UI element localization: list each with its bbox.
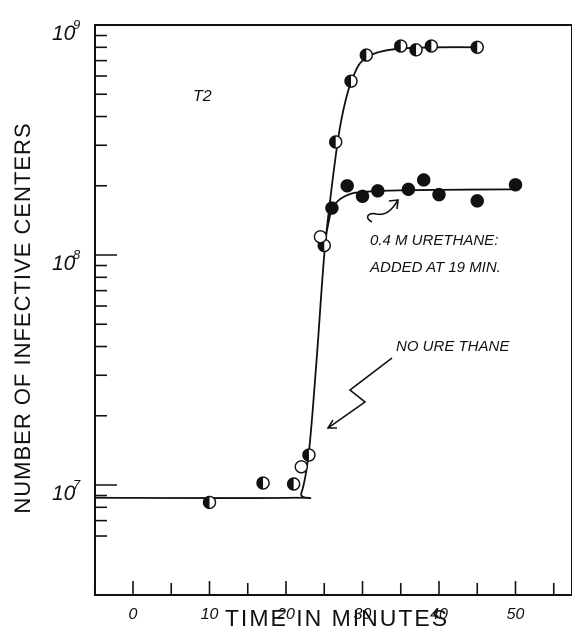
point-filled	[470, 194, 484, 208]
annotation-no-urethane-arrow	[326, 357, 393, 429]
annotation-urethane-line-2: ADDED AT 19 MIN.	[369, 259, 501, 276]
point-filled	[432, 187, 446, 202]
y-tick-label-1e9: 10 9	[52, 17, 80, 45]
y-tick-label-exponent: 8	[73, 247, 81, 262]
y-tick-label-1e7: 10 7	[52, 477, 81, 505]
point-half-filled	[344, 74, 358, 88]
y-axis-ticks	[95, 34, 117, 537]
x-tick-label: 50	[507, 606, 525, 623]
annotation-urethane-line-1: 0.4 M URETHANE:	[370, 232, 498, 249]
point-filled	[417, 173, 431, 187]
y-axis-title: NUMBER OF INFECTIVE CENTERS	[10, 122, 35, 513]
point-half-filled	[256, 476, 270, 490]
curve-no-urethane	[94, 46, 478, 500]
y-tick-label-exponent: 7	[73, 477, 81, 492]
panel-label: T2	[193, 88, 212, 105]
point-half-filled	[470, 40, 484, 54]
point-half-filled	[424, 39, 439, 53]
x-tick-label: 0	[129, 606, 138, 623]
annotation-no-urethane: NO URE THANE	[396, 338, 510, 355]
x-tick-label: 30	[354, 606, 372, 623]
point-half-filled	[329, 135, 343, 149]
point-filled	[371, 184, 385, 198]
point-filled	[340, 179, 354, 193]
point-filled	[325, 201, 339, 215]
point-filled	[508, 178, 523, 192]
y-tick-label-exponent: 9	[73, 17, 80, 32]
data-points	[202, 39, 523, 510]
annotation-urethane-arrow	[366, 199, 399, 223]
point-half-filled	[286, 477, 301, 491]
point-open	[313, 230, 328, 244]
point-filled	[355, 189, 370, 203]
y-tick-label-mantissa: 10	[52, 252, 76, 275]
x-axis-ticks: 0 10 20 30 40 50	[93, 581, 555, 623]
plot-frame	[94, 24, 572, 596]
x-tick-label: 40	[430, 606, 448, 623]
x-tick-label: 10	[201, 606, 219, 623]
point-half-filled	[409, 43, 423, 57]
y-tick-label-mantissa: 10	[52, 482, 76, 505]
x-tick-label: 20	[276, 606, 295, 623]
y-tick-label-1e8: 10 8	[52, 247, 81, 275]
point-half-filled	[302, 448, 316, 462]
point-half-filled	[202, 495, 217, 510]
curve-urethane	[324, 188, 516, 237]
point-half-filled	[394, 39, 408, 53]
point-half-filled	[359, 48, 374, 62]
y-tick-label-mantissa: 10	[52, 22, 76, 45]
x-axis-title: TIME IN MINUTES	[225, 605, 449, 631]
point-filled	[401, 182, 416, 197]
point-open	[294, 460, 308, 474]
